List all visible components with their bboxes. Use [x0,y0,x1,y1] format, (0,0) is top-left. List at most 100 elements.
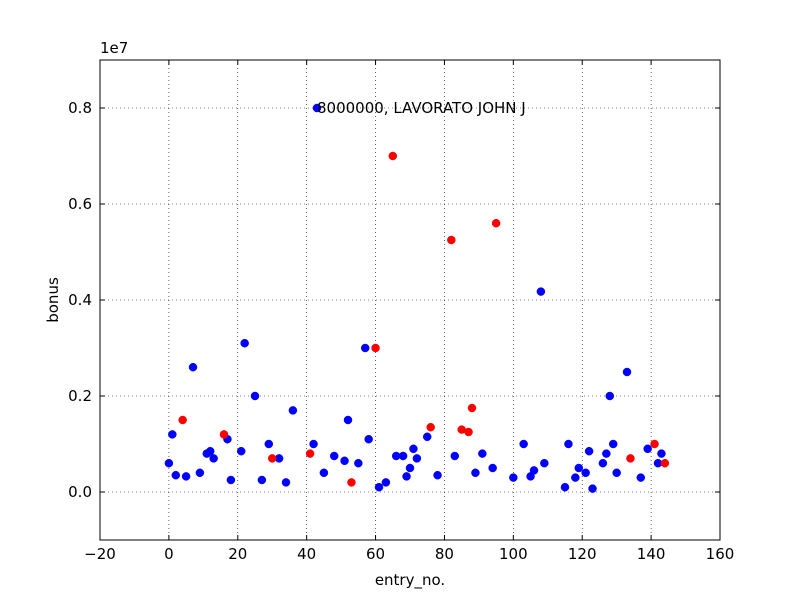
data-point-blue [584,446,594,456]
data-point-blue [471,468,480,478]
data-point-blue [536,287,546,296]
data-point-blue [281,478,291,487]
data-point-red [626,454,635,463]
x-tick-label: 0 [164,545,174,563]
data-point-red [491,218,501,228]
y-tick-labels: 0.0 0.2 0.4 0.6 0.8 [68,99,92,501]
data-point-red [305,449,315,458]
x-tick-labels: −20 0 20 40 60 80 100 120 140 160 [84,545,734,563]
data-point-blue [364,434,373,444]
data-point-blue [381,478,391,487]
x-tick-label: 20 [228,545,247,563]
data-point-blue [374,482,384,492]
grid-lines [99,60,721,540]
x-tick-label: 120 [568,545,597,563]
data-point-blue [540,458,549,468]
x-axis-label: entry_no. [375,571,445,590]
data-point-blue [250,391,260,401]
data-point-red [447,235,456,245]
data-point-blue [195,468,205,478]
data-point-blue [329,451,339,461]
data-point-red [347,478,356,487]
data-point-blue [409,444,418,454]
data-point-blue [564,439,573,449]
data-point-red [464,427,473,437]
data-point-red [388,151,398,161]
y-tick-label: 0.8 [68,99,92,117]
data-point-blue [402,472,411,481]
y-tick-label: 0.0 [68,483,92,501]
data-point-blue [181,472,191,481]
data-point-blue [574,463,584,473]
y-tick-label: 0.4 [68,291,92,309]
data-point-blue [560,482,570,492]
data-point-blue [602,449,611,458]
x-tick-label: 140 [637,545,666,563]
data-point-blue [226,475,236,485]
data-point-blue [643,444,652,454]
data-point-blue [571,473,580,482]
data-point-blue [405,463,415,473]
data-point-blue [588,484,597,493]
data-point-red [219,430,229,439]
annotation-label: 8000000, LAVORATO JOHN J [317,99,526,117]
data-point-blue [433,470,442,480]
data-point-blue [398,451,408,461]
data-point-blue [450,451,460,461]
x-tick-label: 160 [706,545,735,563]
data-point-red [426,422,435,432]
plot-frame [99,59,721,541]
data-point-red [467,403,477,413]
data-point-blue [422,432,432,442]
y-axis-label: bonus [44,277,62,323]
data-point-blue [257,475,267,485]
data-point-red [660,458,670,468]
y-tick-label: 0.2 [68,387,92,405]
data-point-blue [354,458,363,468]
x-tick-label: 40 [297,545,316,563]
x-tick-label: 60 [366,545,385,563]
y-offset-label: 1e7 [100,39,128,57]
data-point-blue [488,463,497,473]
data-point-blue [205,446,215,456]
data-point-blue [343,415,353,425]
data-point-blue [605,391,615,401]
data-point-blue [240,338,249,348]
data-point-blue [319,468,329,478]
data-point-blue [608,439,618,449]
data-point-blue [412,454,422,463]
data-point-red [650,439,659,449]
data-point-blue [312,103,322,113]
data-point-blue [622,367,632,377]
data-point-blue [360,343,370,353]
data-point-blue [209,454,218,463]
data-point-red [178,415,187,425]
data-point-blue [519,439,528,449]
data-point-blue [288,406,298,415]
data-point-blue [164,458,174,468]
data-point-blue [264,439,274,449]
data-point-blue [529,466,539,475]
data-points [164,103,670,493]
data-point-blue [171,470,181,480]
x-tick-label: 80 [435,545,454,563]
data-point-blue [612,468,621,478]
x-tick-label: 100 [499,545,528,563]
x-tick-label: −20 [84,545,116,563]
data-point-blue [188,362,198,372]
data-point-blue [478,449,487,458]
data-point-blue [636,473,646,482]
y-tick-label: 0.6 [68,195,92,213]
data-point-blue [168,430,177,439]
data-point-red [371,343,380,353]
data-point-blue [309,439,318,449]
data-point-blue [581,468,590,478]
data-point-blue [236,446,246,456]
data-point-blue [598,458,608,468]
data-point-red [267,454,277,463]
axis-ticks [99,60,721,540]
data-point-blue [657,449,666,458]
data-point-blue [340,456,349,466]
